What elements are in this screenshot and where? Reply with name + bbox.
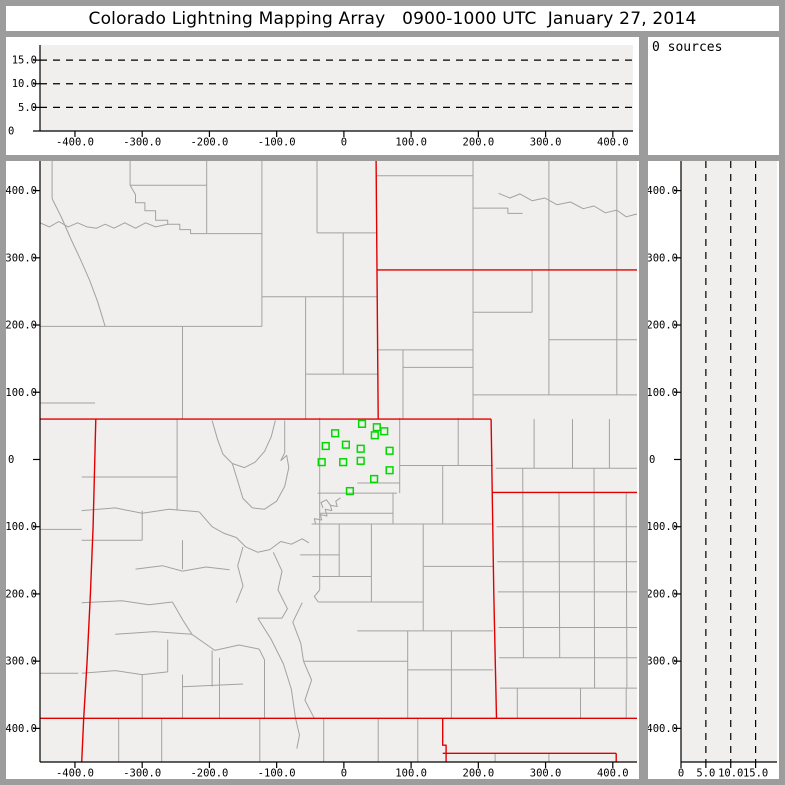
x-tick-label: 10.0 — [718, 768, 743, 780]
x-tick-label: 400.0 — [597, 768, 629, 780]
sources-count-label: 0 sources — [652, 40, 723, 55]
title-bar: Colorado Lightning Mapping Array 0900-10… — [6, 6, 779, 31]
ns-altitude-plot: 0 5.010.015.0 400.0 300.0 200.0 100.0 0 -100.0 -… — [648, 161, 777, 779]
map-content — [40, 161, 637, 762]
y-tick-label: -300.0 — [648, 656, 678, 668]
y-tick-label: -400.0 — [648, 723, 678, 735]
altitude-gridlines — [40, 59, 633, 108]
y-tick-label: 5.0 — [18, 102, 37, 114]
county-boundaries — [40, 161, 637, 762]
x-tick-label: -300.0 — [123, 137, 161, 149]
x-tick-label: 300.0 — [530, 768, 562, 780]
x-tick-label: 100.0 — [395, 768, 427, 780]
y-tick-label: 300.0 — [6, 252, 37, 264]
x-tick-label: 0 — [678, 768, 684, 780]
lma-station-marker — [345, 486, 355, 496]
lma-station-marker — [370, 431, 379, 440]
y-tick-label: -400.0 — [6, 723, 37, 735]
x-tick-label: 200.0 — [463, 137, 495, 149]
lma-station-marker — [331, 429, 340, 438]
x-tick-label: 15.0 — [743, 768, 768, 780]
lma-station-marker — [339, 458, 348, 467]
y-tick-label: 0 — [649, 454, 655, 466]
lma-station-marker — [317, 458, 326, 467]
lma-station-marker — [370, 474, 379, 484]
y-tick-label: 200.0 — [648, 320, 678, 332]
lma-station-marker — [385, 466, 394, 475]
x-tick-label: -400.0 — [56, 137, 94, 149]
x-tick-label: 400.0 — [597, 137, 629, 149]
y-tick-label: 100.0 — [6, 387, 37, 399]
lma-station-marker — [380, 427, 389, 436]
y-tick-label: -200.0 — [648, 588, 678, 600]
state-boundaries — [40, 161, 637, 762]
ns-altitude-panel: 0 5.010.015.0 400.0 300.0 200.0 100.0 0 -100.0 -… — [648, 161, 779, 779]
plot-area — [40, 161, 637, 762]
lma-station-marker — [357, 419, 367, 428]
x-tick-label: 5.0 — [696, 768, 715, 780]
y-tick-label: 400.0 — [648, 185, 678, 197]
x-tick-label: 100.0 — [395, 137, 427, 149]
x-tick-label: -300.0 — [123, 768, 161, 780]
plot-area — [681, 161, 777, 762]
ew-altitude-panel: -400.0 -300.0 -200.0 -100.0 0 100.0 200.0 300.0… — [6, 37, 639, 155]
lma-station-marker — [385, 446, 394, 455]
y-tick-label: 300.0 — [648, 252, 678, 264]
lma-station-marker — [321, 441, 330, 451]
x-tick-label: 0 — [341, 137, 347, 149]
plot-area — [40, 45, 633, 131]
lma-station-marker — [341, 440, 351, 449]
y-tick-label: 0 — [8, 126, 14, 138]
axes: -400.0 -300.0 -200.0 -100.0 0 100.0 200.0 300.0… — [8, 45, 633, 149]
x-tick-label: -400.0 — [56, 768, 94, 780]
x-tick-label: 300.0 — [530, 137, 562, 149]
y-tick-label: -100.0 — [6, 521, 37, 533]
map-panel: -400.0 -300.0 -200.0 -100.0 0 100.0 200.0 300.0… — [6, 161, 639, 779]
plan-view-map: -400.0 -300.0 -200.0 -100.0 0 100.0 200.0 300.0… — [6, 161, 637, 779]
x-tick-label: -200.0 — [190, 768, 228, 780]
axes: 0 5.010.015.0 400.0 300.0 200.0 100.0 0 -100.0 -… — [648, 161, 777, 779]
lma-stations-layer — [317, 419, 394, 496]
y-tick-label: 10.0 — [12, 78, 37, 90]
ew-altitude-plot: -400.0 -300.0 -200.0 -100.0 0 100.0 200.0 300.0… — [8, 45, 633, 149]
y-tick-label: 0 — [8, 454, 14, 466]
x-tick-label: -200.0 — [190, 137, 228, 149]
x-tick-label: 0 — [341, 768, 347, 780]
y-tick-label: 15.0 — [12, 55, 37, 67]
y-tick-label: -200.0 — [6, 588, 37, 600]
x-tick-label: 200.0 — [463, 768, 495, 780]
altitude-gridlines — [705, 161, 757, 762]
lma-station-marker — [356, 444, 365, 453]
y-tick-label: 100.0 — [648, 387, 678, 399]
x-tick-label: -100.0 — [258, 768, 296, 780]
axes: -400.0 -300.0 -200.0 -100.0 0 100.0 200.0 300.0… — [6, 161, 637, 779]
y-tick-label: -300.0 — [6, 656, 37, 668]
y-tick-label: 400.0 — [6, 185, 37, 197]
x-tick-label: -100.0 — [258, 137, 296, 149]
sources-count-panel: 0 sources — [648, 37, 779, 155]
y-tick-label: -100.0 — [648, 521, 678, 533]
y-tick-label: 200.0 — [6, 320, 37, 332]
lma-station-marker — [356, 456, 365, 465]
window-title: Colorado Lightning Mapping Array 0900-10… — [88, 8, 697, 29]
